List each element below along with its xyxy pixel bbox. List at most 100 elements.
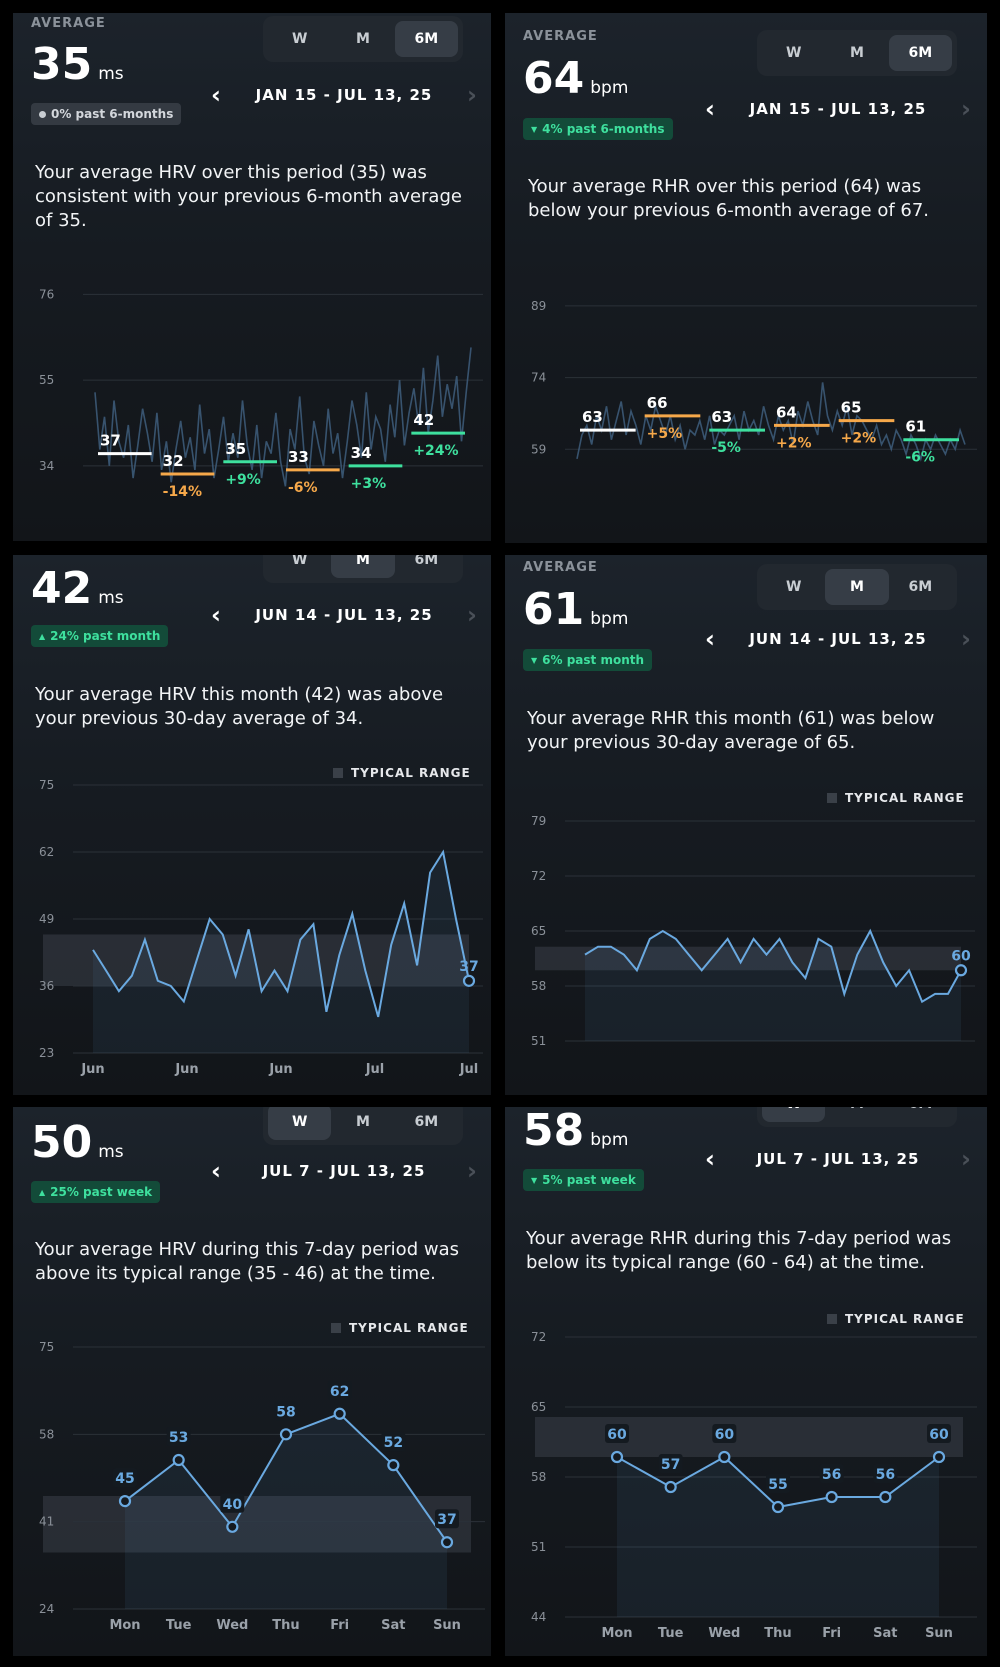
rhr-month-chart: 51 58 65 72 79 60 <box>531 814 975 1048</box>
value-number: 64 <box>523 53 585 104</box>
tab-week[interactable]: W <box>785 579 802 595</box>
chevron-right-icon[interactable]: › <box>961 95 971 123</box>
data-label-bg <box>381 1432 406 1452</box>
y-tick-label: 49 <box>39 912 54 926</box>
y-tick-label: 23 <box>39 1046 54 1060</box>
hrv-week-panel: W M 6M 50 ms ▲ 25% past week ‹ JUL 7 - JUL… <box>13 1107 491 1656</box>
hrv-week-chart: 24 41 58 75 45 53 40 58 62 52 37 Mon Tue Wed Thu Fri Sat… <box>39 1340 485 1633</box>
x-tick-label: Thu <box>272 1618 299 1633</box>
average-value: 50 ms <box>31 1121 124 1165</box>
tab-week[interactable]: W <box>762 1107 826 1122</box>
tab-6-months[interactable]: 6M <box>394 21 458 57</box>
x-tick-label: Tue <box>658 1626 684 1641</box>
summary-text: Your average RHR during this 7-day perio… <box>526 1228 952 1273</box>
tab-6-months[interactable]: 6M <box>414 555 439 568</box>
typical-range-band <box>43 1495 471 1553</box>
data-label-bg <box>605 1424 629 1443</box>
tab-6-months[interactable]: 6M <box>889 1107 952 1122</box>
y-tick-label: 89 <box>531 299 546 313</box>
data-point <box>226 1520 239 1533</box>
tab-month[interactable]: M <box>825 569 889 605</box>
chevron-right-icon[interactable]: › <box>961 1145 971 1173</box>
x-tick-label: Sun <box>433 1618 461 1633</box>
chevron-right-icon[interactable]: › <box>961 625 971 653</box>
monthly-change-label: -6% <box>905 450 935 466</box>
monthly-average-label: 32 <box>163 452 184 470</box>
average-value: 61 bpm <box>523 588 628 632</box>
data-point <box>664 1480 677 1494</box>
value-number: 61 <box>523 584 585 635</box>
value-unit: bpm <box>590 609 629 629</box>
legend-label: TYPICAL RANGE <box>845 1312 965 1326</box>
series-line <box>584 928 962 1004</box>
tab-month[interactable]: M <box>850 45 864 61</box>
date-navigator: ‹ JUN 14 - JUL 13, 25 › <box>203 601 485 629</box>
change-badge: ▼ 5% past week <box>523 1169 644 1191</box>
y-tick-label: 58 <box>39 1427 54 1441</box>
chevron-left-icon[interactable]: ‹ <box>211 81 221 109</box>
date-range: JUL 7 - JUL 13, 25 <box>262 1162 426 1180</box>
tab-week[interactable]: W <box>785 45 802 61</box>
tab-week[interactable]: W <box>291 31 308 47</box>
chevron-left-icon[interactable]: ‹ <box>211 601 221 629</box>
data-label: 60 <box>929 1427 949 1443</box>
last-data-label: 37 <box>459 959 478 975</box>
tab-month[interactable]: M <box>356 31 370 47</box>
tab-6-months[interactable]: 6M <box>414 1114 439 1130</box>
rhr-6m-panel: AVERAGE 64 bpm ▼ 4% past 6-months W M 6M ‹… <box>505 13 987 543</box>
tab-month[interactable]: M <box>331 555 395 578</box>
tab-week[interactable]: W <box>268 1107 332 1140</box>
data-label: 37 <box>437 1512 456 1528</box>
chevron-left-icon[interactable]: ‹ <box>211 1157 221 1185</box>
value-unit: ms <box>98 588 124 608</box>
tab-week[interactable]: W <box>291 555 308 568</box>
y-tick-label: 36 <box>39 979 54 993</box>
summary-text: Your average RHR this month (61) was bel… <box>527 708 935 753</box>
monthly-change-label: +9% <box>225 472 260 488</box>
value-unit: ms <box>98 1142 124 1162</box>
legend-swatch <box>333 768 343 778</box>
data-label: 45 <box>115 1471 134 1487</box>
x-tick-label: Fri <box>330 1618 349 1633</box>
monthly-average-label: 64 <box>776 403 797 421</box>
chevron-left-icon[interactable]: ‹ <box>705 625 715 653</box>
x-tick-label: Fri <box>822 1626 841 1641</box>
data-label: 53 <box>169 1430 188 1446</box>
tab-6-months[interactable]: 6M <box>888 35 952 71</box>
x-tick-label: Sun <box>925 1626 953 1641</box>
last-data-point <box>462 974 476 987</box>
badge-text: 25% past week <box>50 1185 153 1199</box>
y-tick-label: 74 <box>531 371 546 385</box>
date-navigator: ‹ JAN 15 - JUL 13, 25 › <box>203 81 485 109</box>
badge-text: 24% past month <box>50 629 161 643</box>
monthly-change-label: +3% <box>351 476 387 492</box>
tab-month[interactable]: M <box>356 1114 370 1130</box>
monthly-change-label: -14% <box>163 484 202 500</box>
chevron-right-icon[interactable]: › <box>467 1157 477 1185</box>
average-value: 64 bpm <box>523 57 628 101</box>
hrv-month-chart: 23 36 49 62 75 37 Jun Jun Jun Jul Jul <box>39 778 483 1077</box>
data-point <box>825 1490 838 1504</box>
value-number: 50 <box>31 1117 93 1168</box>
data-label: 62 <box>330 1384 349 1400</box>
data-point <box>718 1450 731 1464</box>
monthly-average-label: 65 <box>841 399 862 417</box>
data-label-bg <box>166 1427 191 1447</box>
tab-month[interactable]: M <box>825 1107 888 1122</box>
chevron-right-icon[interactable]: › <box>467 81 477 109</box>
data-point <box>118 1495 132 1508</box>
chevron-left-icon[interactable]: ‹ <box>705 95 715 123</box>
chevron-left-icon[interactable]: ‹ <box>705 1145 715 1173</box>
value-unit: bpm <box>590 1130 629 1150</box>
date-navigator: ‹ JUN 14 - JUL 13, 25 › <box>697 625 979 653</box>
last-data-point <box>954 964 968 977</box>
date-range: JUN 14 - JUL 13, 25 <box>749 630 927 648</box>
daily-series-line <box>576 382 966 462</box>
typical-range-legend: TYPICAL RANGE <box>333 766 471 780</box>
tab-6-months[interactable]: 6M <box>908 579 933 595</box>
chevron-right-icon[interactable]: › <box>467 601 477 629</box>
hrv-month-panel: W M 6M 42 ms ▲ 24% past month ‹ JUN 14 - J… <box>13 555 491 1095</box>
y-tick-label: 51 <box>531 1540 546 1554</box>
data-label: 60 <box>715 1427 735 1443</box>
y-tick-label: 41 <box>39 1515 54 1529</box>
